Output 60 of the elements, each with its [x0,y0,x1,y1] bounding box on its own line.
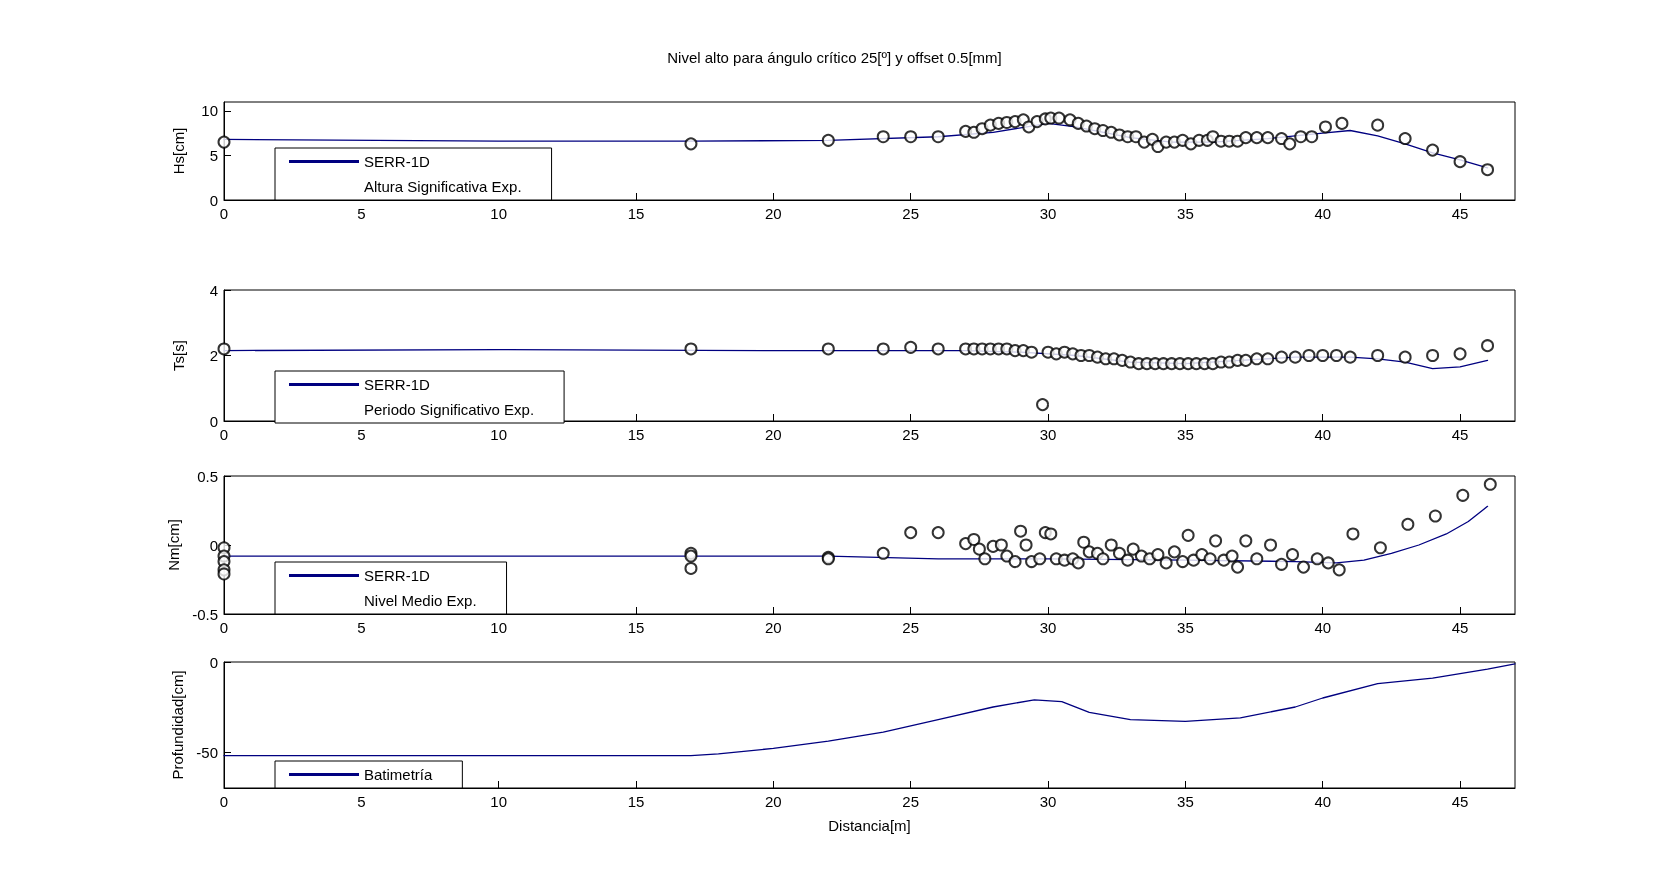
x-tick-label: 5 [357,205,366,222]
x-tick-label: 10 [490,205,508,222]
x-tick-label: 15 [627,793,645,810]
x-tick-label: 45 [1451,426,1469,443]
x-tick-label: 40 [1314,205,1332,222]
x-tick-label: 20 [765,619,782,636]
x-axis-title: Distancia[m] [828,817,911,834]
x-tick-label: 25 [902,619,920,636]
x-tick-label: 45 [1451,619,1469,636]
x-tick-label: 20 [765,793,782,810]
y-tick-label: 0 [209,412,218,430]
x-tick-label: 15 [627,426,645,443]
y-tick-label: -0.5 [192,605,218,623]
x-tick-label: 25 [902,426,920,443]
x-tick-label: 30 [1039,793,1057,810]
y-tick-label: 2 [209,347,218,364]
y-tick-label: 10 [201,102,218,120]
x-tick-label: 10 [490,793,508,810]
y-tick-label: 0 [209,536,218,554]
y-tick-label: 5 [209,146,218,164]
x-tick-label: 20 [765,205,782,222]
x-tick-label: 40 [1314,619,1332,636]
y-tick-label: 0.5 [197,467,218,485]
x-tick-label: 10 [490,426,508,443]
x-tick-label: 35 [1177,426,1194,443]
x-tick-label: 10 [490,619,508,636]
text: Periodo Significativo Exp. [364,401,535,418]
x-tick-label: 20 [765,426,782,443]
y-tick-label: 0 [209,653,218,671]
x-tick-label: 30 [1039,619,1057,636]
text: Altura Significativa Exp. [364,178,522,195]
y-tick-label: 0 [209,191,218,209]
x-tick-label: 15 [627,619,645,636]
x-tick-label: 45 [1451,793,1469,810]
y-axis-title: Ts[s] [170,340,187,371]
x-tick-label: 15 [627,205,645,222]
text: Nivel Medio Exp. [364,592,477,609]
x-tick-label: 30 [1039,426,1057,443]
x-tick-label: 35 [1177,793,1194,810]
y-axis-title: Nm[cm] [165,519,183,571]
x-tick-label: 40 [1314,426,1332,443]
x-tick-label: 5 [357,426,366,443]
y-axis-title: Profundidad[cm] [169,670,187,780]
y-tick-label: 4 [209,281,218,299]
legend-label: SERR-1D [364,153,431,170]
legend-label: SERR-1D [364,376,431,393]
x-tick-label: 45 [1451,205,1469,222]
x-tick-label: 30 [1039,205,1057,222]
x-tick-label: 25 [902,793,920,810]
x-tick-label: 25 [902,205,920,222]
x-tick-label: 40 [1314,793,1332,810]
y-tick-label: -50 [196,743,218,761]
x-tick-label: 5 [357,793,366,810]
legend-label: SERR-1D [364,567,431,584]
chart-title: Nivel alto para ángulo crítico 25[º] y offset 0.5[mm] [667,49,1002,66]
y-axis-title: Hs[cm] [170,127,187,175]
legend-label: Batimetría [364,766,434,783]
x-tick-label: 35 [1177,205,1194,222]
x-tick-label: 35 [1177,619,1194,636]
x-tick-label: 5 [357,619,366,636]
